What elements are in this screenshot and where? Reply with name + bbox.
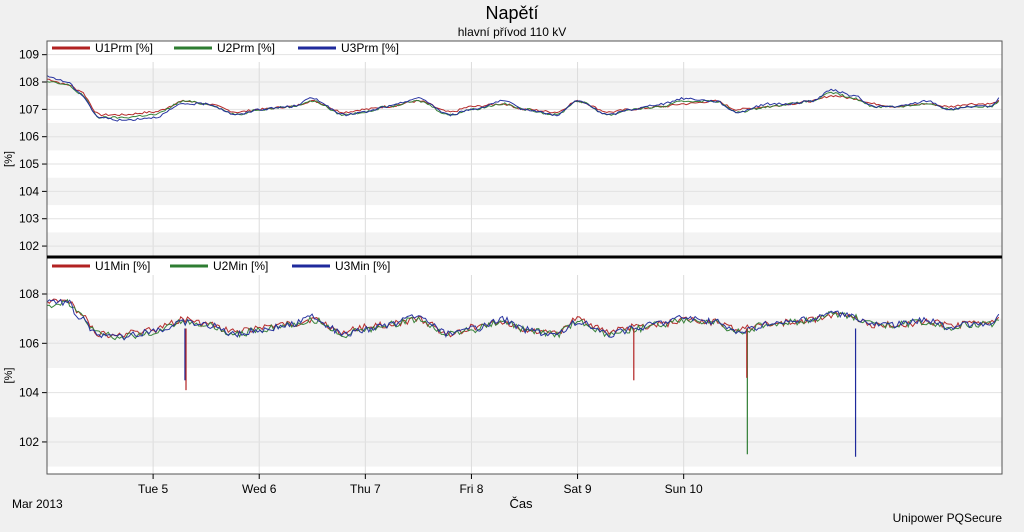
y-axis-label: [%] [3,368,15,384]
x-tick-label: Sat 9 [564,482,592,496]
grid-band [47,232,1002,257]
legend-label: U2Prm [%] [217,41,275,55]
y-tick-label: 104 [19,184,39,198]
y-tick-label: 108 [19,287,39,301]
x-tick-label: Wed 6 [242,482,277,496]
legend-label: U3Min [%] [335,259,390,273]
y-tick-label: 107 [19,102,39,116]
y-tick-label: 106 [19,336,39,350]
y-axis-label: [%] [3,151,15,167]
series-line-3 [46,298,1000,341]
chart-subtitle: hlavní přívod 110 kV [458,25,567,39]
footer-label: Unipower PQSecure [893,511,1003,525]
x-tick-label: Sun 10 [665,482,703,496]
y-tick-label: 109 [19,48,39,62]
x-tick-label: Tue 5 [138,482,169,496]
x-axis-label: Čas [509,496,533,511]
y-tick-label: 104 [19,386,39,400]
x-axis-start-label: Mar 2013 [12,497,63,511]
x-tick-label: Thu 7 [350,482,381,496]
legend-label: U1Min [%] [95,259,150,273]
legend-label: U3Prm [%] [341,41,399,55]
chart-title: Napětí [485,3,538,23]
legend-label: U2Min [%] [213,259,268,273]
x-tick-label: Fri 8 [459,482,483,496]
y-tick-label: 106 [19,130,39,144]
legend-label: U1Prm [%] [95,41,153,55]
y-tick-label: 108 [19,75,39,89]
y-tick-label: 103 [19,212,39,226]
series-line-2 [46,298,999,341]
y-tick-label: 105 [19,157,39,171]
y-tick-label: 102 [19,239,39,253]
series-line-3 [46,75,1000,122]
y-tick-label: 102 [19,435,39,449]
